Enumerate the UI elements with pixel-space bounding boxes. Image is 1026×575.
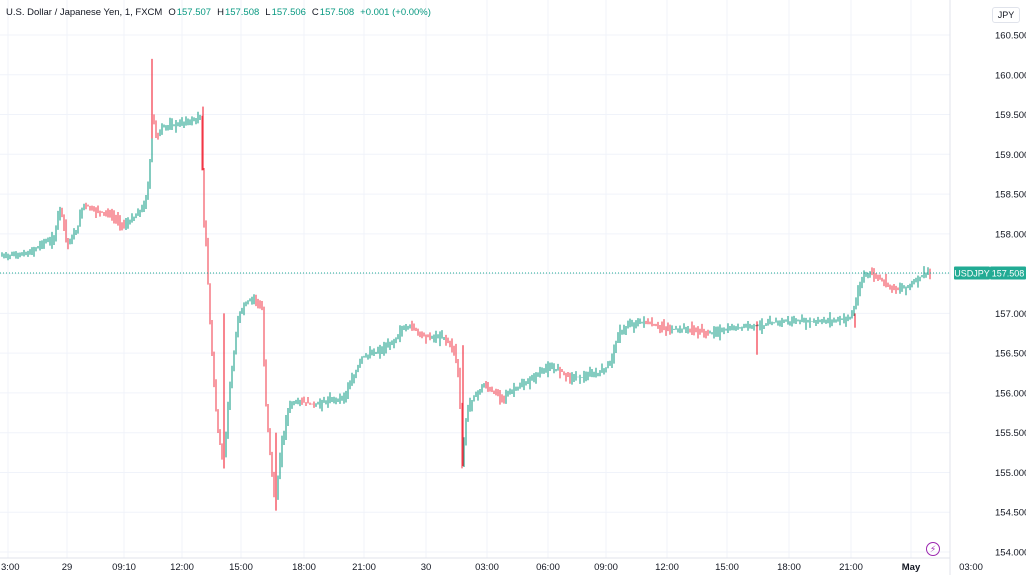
legend-high-label: H	[217, 7, 224, 18]
time-tick-label: 03:00	[475, 562, 499, 573]
price-tag-symbol-bg	[954, 266, 990, 280]
price-tag-symbol: USDJPY	[954, 268, 990, 278]
legend-close-label: C	[311, 7, 319, 18]
legend-low-label: L	[265, 7, 271, 18]
time-tick-label: 06:00	[536, 562, 560, 573]
time-tick-label: May	[902, 562, 921, 573]
time-tick-label: 15:00	[715, 562, 739, 573]
legend-exchange: FXCM	[135, 7, 163, 18]
price-tick-label: 159.500	[995, 110, 1026, 121]
time-tick-label: 21:00	[839, 562, 863, 573]
legend-high-value: 157.508	[224, 7, 260, 18]
price-tick-label: 155.500	[995, 428, 1026, 439]
time-tick-label: 30	[421, 562, 432, 573]
legend-low-value: 157.506	[271, 7, 306, 18]
time-tick-label: 09:10	[112, 562, 136, 573]
legend-symbol-title[interactable]: U.S. Dollar / Japanese Yen, 1, FXCM	[6, 7, 163, 18]
legend-low: L 157.506	[265, 7, 306, 18]
price-axis[interactable]: 160.500 160.000 159.500 159.000 158.500 158.0…	[995, 31, 1026, 559]
candles	[1, 58, 931, 511]
price-tick-label: 160.000	[995, 70, 1026, 81]
time-tick-label: 29	[62, 562, 73, 573]
time-axis[interactable]: 3:00 29 09:10 12:00 15:00 18:00 21:00 30 03:00 06…	[1, 562, 983, 573]
lightning-bolt-icon[interactable]: ⚡	[926, 542, 940, 556]
price-tick-label: 156.500	[995, 349, 1026, 360]
legend-symbol: U.S. Dollar / Japanese Yen	[6, 7, 120, 18]
grid-lines	[0, 0, 950, 558]
price-tick-label: 156.000	[995, 388, 1026, 399]
price-tick-label: 158.000	[995, 229, 1026, 240]
time-tick-label: 15:00	[229, 562, 253, 573]
ohlc-legend: U.S. Dollar / Japanese Yen, 1, FXCM O 157…	[6, 7, 431, 18]
price-tick-label: 155.000	[995, 468, 1026, 479]
currency-button[interactable]: JPY	[992, 7, 1020, 23]
legend-change: +0.001 (+0.00%)	[360, 7, 431, 18]
price-tag-value: 157.508	[992, 268, 1025, 278]
time-tick-label: 03:00	[959, 562, 983, 573]
time-tick-label: 12:00	[655, 562, 679, 573]
price-tick-label: 157.000	[995, 309, 1026, 320]
time-tick-label: 21:00	[352, 562, 376, 573]
last-price-tag: USDJPY 157.508	[954, 266, 1026, 280]
legend-close-value: 157.508	[319, 7, 355, 18]
legend-open: O 157.507	[168, 7, 211, 18]
price-tick-label: 160.500	[995, 31, 1026, 42]
legend-interval: 1	[124, 7, 131, 18]
legend-open-value: 157.507	[176, 7, 212, 18]
price-tick-label: 159.000	[995, 150, 1026, 161]
legend-close: C 157.508	[312, 7, 354, 18]
time-tick-label: 09:00	[594, 562, 618, 573]
time-tick-label: 12:00	[170, 562, 194, 573]
legend-high: H 157.508	[217, 7, 259, 18]
price-tick-label: 154.000	[995, 548, 1026, 559]
price-tick-label: 158.500	[995, 190, 1026, 201]
price-tag-value-bg	[990, 266, 1026, 280]
legend-open-label: O	[168, 7, 176, 18]
time-tick-label: 18:00	[292, 562, 316, 573]
time-tick-label: 18:00	[777, 562, 801, 573]
time-tick-label: 3:00	[1, 562, 20, 573]
price-tick-label: 154.500	[995, 508, 1026, 519]
